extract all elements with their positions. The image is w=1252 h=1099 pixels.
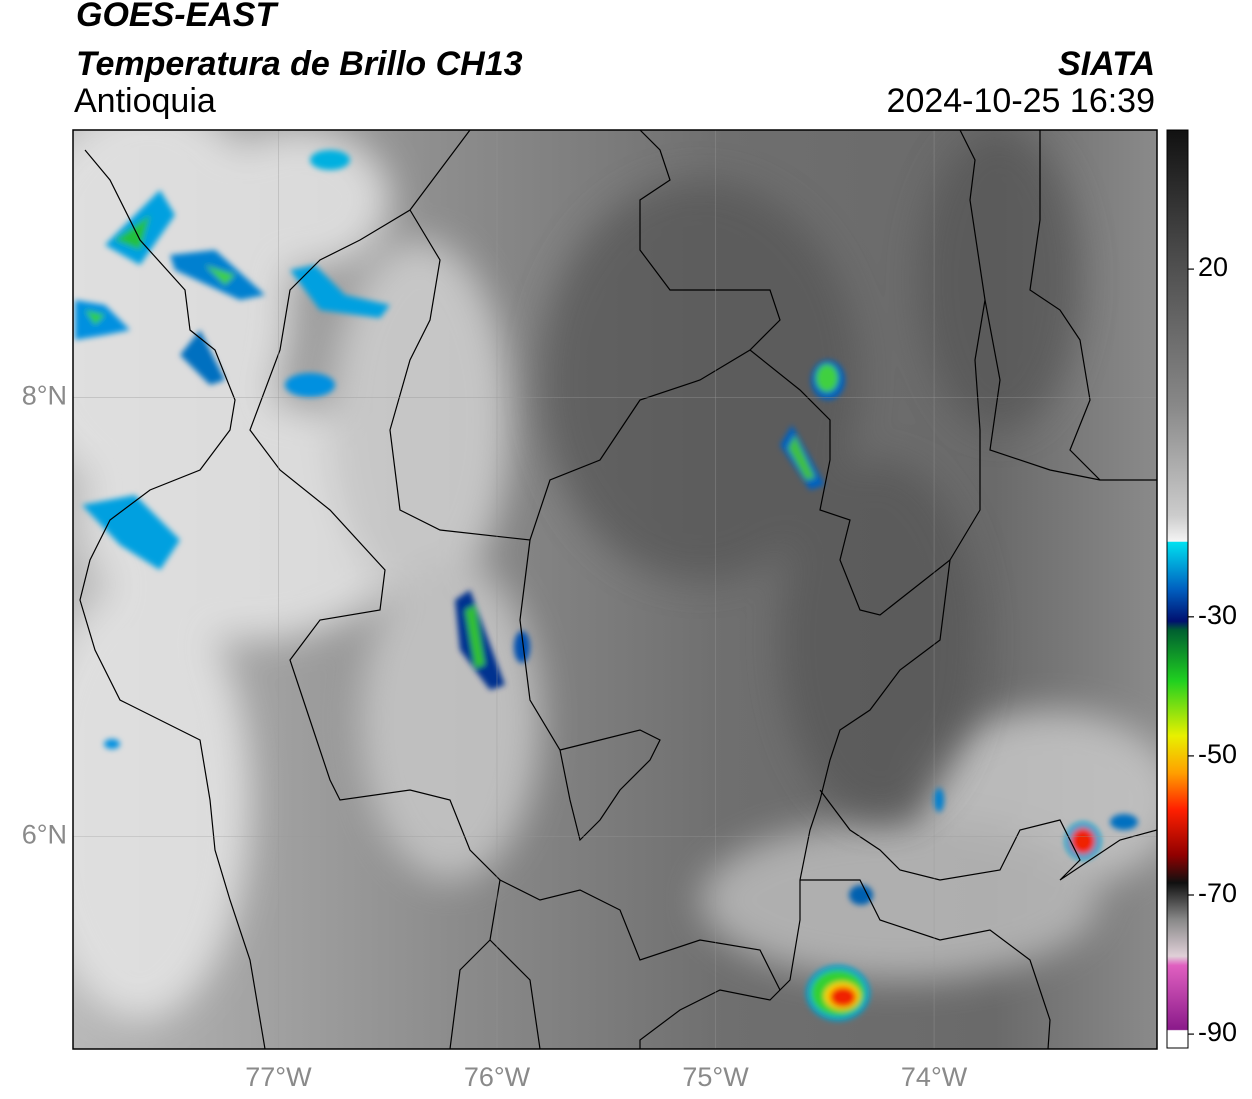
colorbar [1166,129,1189,1049]
region: Antioquia [74,82,216,120]
colorbar-label: 20 [1198,252,1228,282]
graticule [73,130,1157,1049]
title: GOES-EAST [76,0,279,34]
source: SIATA [1058,45,1155,83]
subtitle: Temperatura de Brillo CH13 [76,45,523,83]
colorbar-label: -70 [1198,878,1237,908]
satellite-image [73,130,1157,1049]
lat-label: 6°N [22,819,67,849]
colorbar-label: -50 [1198,739,1237,769]
lon-label: 75°W [682,1062,749,1092]
colorbar-label: -90 [1198,1017,1237,1047]
colorbar-label: -30 [1198,600,1237,630]
lon-label: 74°W [901,1062,968,1092]
lon-label: 76°W [464,1062,531,1092]
datetime: 2024-10-25 16:39 [887,82,1155,120]
map-frame [72,129,1158,1050]
lat-label: 8°N [22,381,67,411]
lon-label: 77°W [245,1062,312,1092]
